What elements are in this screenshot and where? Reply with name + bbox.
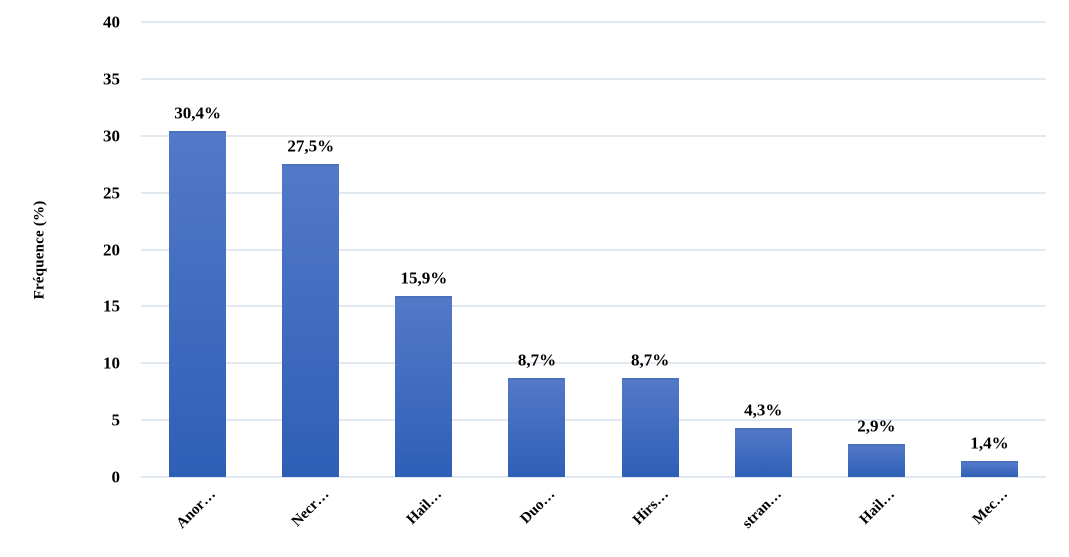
bar [734,428,792,477]
gridline [141,21,1046,23]
bar [395,296,453,477]
gridline [141,419,1046,422]
gridline [141,191,1046,194]
bar-value-label: 30,4% [174,103,221,123]
bar-value-label: 2,9% [857,416,896,436]
x-axis-label: Mec… [969,486,1012,528]
bar-value-label: 8,7% [517,350,557,370]
y-tick-label: 30 [103,126,120,146]
x-axis-label: Hail… [404,486,446,528]
y-tick-label: 20 [103,240,120,259]
bar-value-label: 27,5% [287,136,335,156]
x-axis-label: Necr… [288,486,333,531]
bar-value-label: 4,3% [744,400,783,420]
x-axis-label: Hirs… [629,486,672,529]
bar-value-label: 1,4% [970,433,1009,453]
bar-value-label: 15,9% [400,268,448,288]
x-axis-label: Anor… [173,486,220,532]
bar-value-label: 8,7% [630,350,670,370]
y-tick-label: 0 [111,467,121,487]
gridline [141,476,1046,478]
bar [621,378,679,477]
y-tick-label: 40 [103,12,120,32]
y-tick-label: 15 [103,296,120,316]
bar [960,461,1018,477]
x-axis-label: stran… [739,486,785,532]
bar [508,378,566,477]
bar [169,131,227,477]
x-axis-label: Duo… [517,486,559,528]
y-tick-label: 10 [103,353,120,373]
gridline [141,134,1046,137]
bar [282,164,340,477]
gridline [141,362,1046,365]
gridline [141,77,1046,80]
x-axis-label: Hail… [856,486,898,528]
y-tick-label: 5 [111,410,121,430]
y-tick-label: 25 [103,183,120,203]
bar [847,444,905,477]
y-tick-label: 35 [103,69,120,89]
gridline [141,305,1046,308]
gridline [141,248,1046,251]
